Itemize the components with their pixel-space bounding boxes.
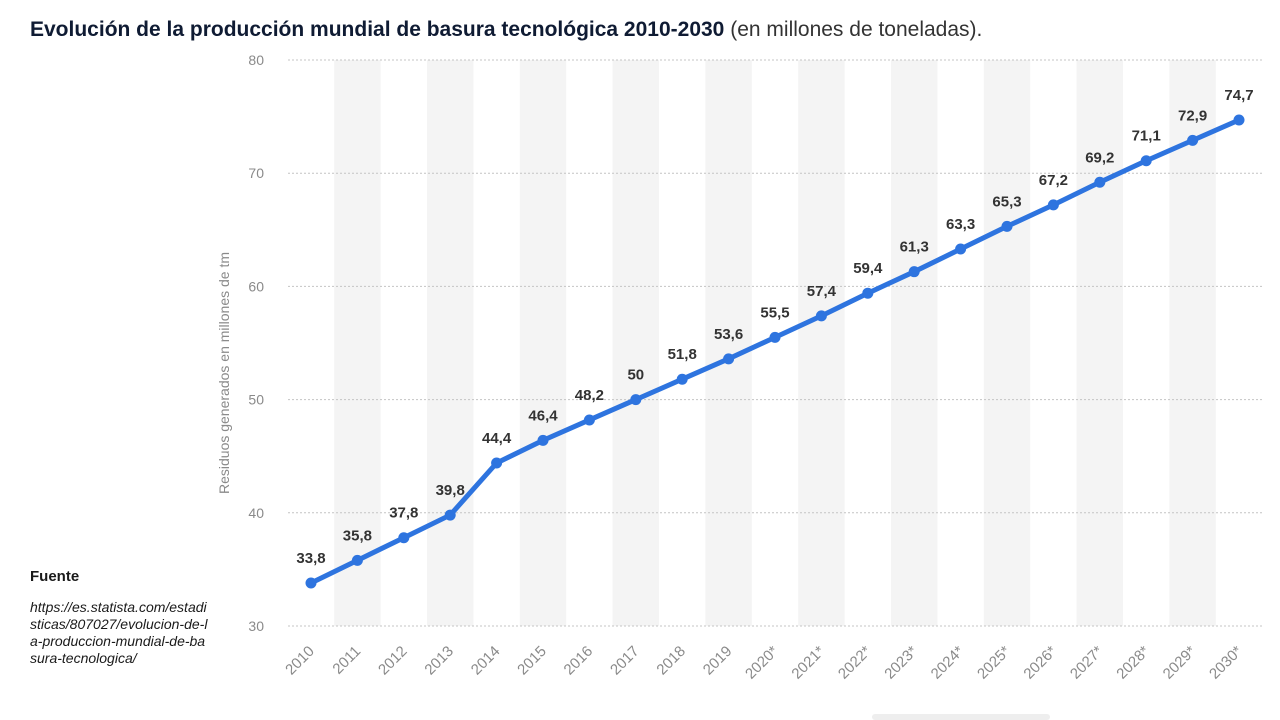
data-point (351, 554, 363, 566)
data-point (1047, 199, 1059, 211)
data-point (398, 532, 410, 544)
data-point (1187, 134, 1199, 146)
chart-title-main: Evolución de la producción mundial de ba… (30, 18, 725, 41)
y-tick-label: 40 (248, 505, 264, 521)
data-point (1094, 176, 1106, 188)
data-label: 65,3 (992, 193, 1021, 210)
source-block: Fuente https://es.statista.com/estadisti… (30, 568, 220, 667)
data-label: 53,6 (714, 326, 743, 343)
x-tick-label: 2021* (788, 643, 828, 683)
x-tick-label: 2011 (329, 643, 364, 678)
x-tick-label: 2029* (1160, 643, 1200, 683)
data-label: 61,3 (900, 239, 929, 256)
data-point (862, 287, 874, 299)
column-band (612, 60, 659, 626)
x-tick-label: 2025* (974, 643, 1014, 683)
x-tick-label: 2028* (1113, 643, 1153, 683)
chart-title: Evolución de la producción mundial de ba… (30, 18, 982, 42)
y-axis-label: Residuos generados en millones de tm (216, 252, 232, 494)
data-label: 50 (627, 367, 644, 384)
x-tick-label: 2010 (282, 643, 318, 679)
data-label: 57,4 (807, 283, 837, 300)
x-tick-label: 2023* (881, 643, 921, 683)
y-tick-label: 60 (248, 278, 264, 294)
y-tick-label: 50 (248, 392, 264, 408)
data-label: 33,8 (296, 550, 325, 567)
data-point (815, 310, 827, 322)
column-band (891, 60, 938, 626)
x-tick-label: 2015 (514, 643, 550, 679)
data-label: 48,2 (575, 387, 604, 404)
data-label: 74,7 (1224, 87, 1253, 104)
x-tick-label: 2012 (375, 643, 411, 679)
column-band (1076, 60, 1123, 626)
x-tick-label: 2030* (1206, 643, 1246, 683)
data-label: 71,1 (1132, 128, 1161, 145)
x-tick-label: 2024* (928, 643, 968, 683)
data-label: 63,3 (946, 216, 975, 233)
column-band (1169, 60, 1216, 626)
data-point (955, 243, 967, 255)
column-band (705, 60, 752, 626)
data-label: 51,8 (668, 346, 697, 363)
data-point (908, 266, 920, 278)
column-band (519, 60, 567, 626)
data-point (769, 331, 781, 343)
data-label: 35,8 (343, 527, 372, 544)
data-point (1001, 220, 1013, 232)
data-label: 72,9 (1178, 107, 1207, 124)
data-label: 55,5 (760, 304, 789, 321)
x-tick-label: 2018 (653, 643, 689, 679)
data-point (1140, 155, 1152, 167)
data-label: 59,4 (853, 260, 883, 277)
x-tick-label: 2019 (700, 643, 736, 679)
y-tick-label: 70 (248, 165, 264, 181)
data-point (537, 434, 549, 446)
y-tick-label: 30 (248, 618, 264, 634)
y-tick-label: 80 (248, 52, 264, 68)
data-point (583, 414, 595, 426)
source-label: Fuente (30, 568, 80, 585)
data-point (723, 353, 735, 365)
data-point (630, 394, 642, 406)
column-band (983, 60, 1031, 626)
scroll-indicator (872, 714, 1050, 720)
data-label: 46,4 (528, 407, 558, 424)
column-band (427, 60, 474, 626)
data-point (444, 509, 456, 521)
data-label: 37,8 (389, 505, 418, 522)
x-tick-label: 2027* (1067, 643, 1107, 683)
x-tick-label: 2016 (561, 643, 597, 679)
x-tick-label: 2013 (421, 643, 457, 679)
source-url[interactable]: https://es.statista.com/estadisticas/807… (30, 599, 208, 666)
data-point (491, 457, 503, 469)
data-label: 44,4 (482, 430, 512, 447)
column-band (798, 60, 845, 626)
x-tick-label: 2026* (1020, 643, 1060, 683)
data-label: 67,2 (1039, 172, 1068, 189)
data-label: 69,2 (1085, 149, 1114, 166)
chart-title-unit: (en millones de toneladas). (730, 18, 983, 41)
x-tick-label: 2017 (607, 643, 643, 679)
data-label: 39,8 (436, 482, 465, 499)
data-point (305, 577, 317, 589)
column-band (334, 60, 381, 626)
x-tick-label: 2014 (468, 643, 504, 679)
x-tick-label: 2020* (742, 643, 782, 683)
data-point (1233, 114, 1245, 126)
x-tick-label: 2022* (835, 643, 875, 683)
data-point (676, 373, 688, 385)
